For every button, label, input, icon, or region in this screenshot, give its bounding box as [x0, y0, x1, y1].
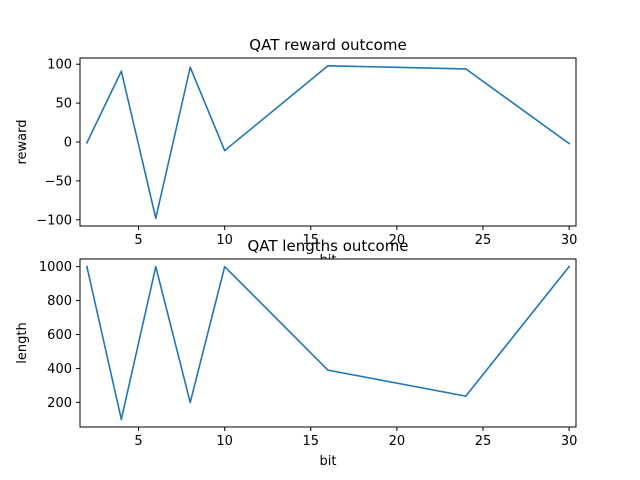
- x-tick-label: 10: [216, 233, 233, 248]
- x-axis-label: bit: [320, 454, 337, 469]
- data-point: [86, 265, 88, 268]
- chart-panel-2: 5 10 15 20 25 30 200 400 600 800 1000 bit length: [15, 258, 578, 469]
- y-tick-label: 1000: [39, 260, 72, 275]
- y-tick-label: 100: [47, 58, 72, 73]
- data-point: [154, 265, 157, 268]
- y-tick-label: −100: [36, 213, 72, 228]
- data-point: [464, 68, 467, 70]
- data-point: [86, 141, 88, 144]
- data-point: [154, 217, 157, 220]
- plot-area: [80, 259, 576, 427]
- x-tick-label: 10: [216, 434, 233, 449]
- y-tick-label: 800: [47, 294, 72, 309]
- x-tick-label: 5: [134, 233, 142, 248]
- data-point: [120, 418, 123, 421]
- plot-area: [80, 58, 576, 226]
- y-tick-label: −50: [45, 174, 72, 189]
- x-tick-label: 15: [303, 434, 320, 449]
- data-point: [120, 70, 123, 73]
- series-line: [85, 64, 571, 220]
- data-point: [189, 401, 192, 404]
- x-tick-label: 30: [561, 233, 578, 248]
- x-tick-label: 20: [389, 233, 406, 248]
- x-tick-label: 30: [561, 434, 578, 449]
- y-axis-label: reward: [15, 119, 30, 164]
- axes-frame: [79, 258, 577, 428]
- y-tick-label: 200: [47, 396, 72, 411]
- x-tick-label: 25: [475, 233, 492, 248]
- y-tick-label: 50: [55, 97, 72, 112]
- x-tick-label: 20: [389, 434, 406, 449]
- chart-title: QAT reward outcome: [249, 36, 406, 54]
- data-point: [568, 142, 570, 145]
- data-point: [568, 265, 570, 268]
- data-point: [327, 64, 329, 67]
- data-point: [327, 369, 329, 371]
- data-point: [189, 66, 192, 69]
- series-line: [85, 265, 571, 421]
- chart-title: QAT lengths outcome: [247, 237, 408, 255]
- y-tick-label: 0: [64, 136, 72, 151]
- data-point: [464, 395, 467, 397]
- y-tick-label: 400: [47, 362, 72, 377]
- x-tick-label: 25: [475, 434, 492, 449]
- x-tick-label: 15: [303, 233, 320, 248]
- y-axis-label: length: [15, 322, 30, 363]
- data-point: [223, 149, 226, 152]
- y-tick-label: 600: [47, 328, 72, 343]
- x-tick-label: 5: [134, 434, 142, 449]
- data-point: [223, 265, 226, 268]
